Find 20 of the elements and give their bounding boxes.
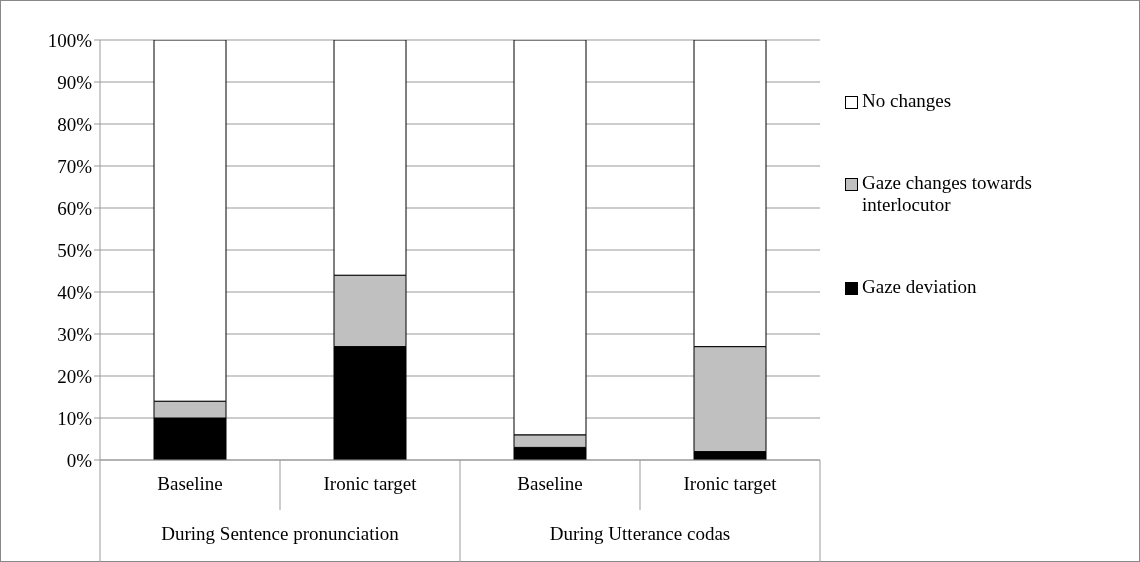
text: During Sentence pronunciation: [161, 523, 400, 544]
x-tick-label: Ironic target: [683, 473, 778, 494]
y-tick-label: 100%: [47, 29, 93, 51]
y-tick-label: 40%: [57, 281, 93, 303]
x-tick-label: Ironic target: [323, 473, 418, 494]
y-tick-label: 70%: [57, 155, 93, 177]
text: During Utterance codas: [549, 523, 731, 544]
y-tick-label: 20%: [57, 365, 93, 387]
y-tick-label: 80%: [57, 113, 93, 135]
legend-label: Gaze changes towards interlocutor: [862, 172, 1033, 216]
y-tick-label: 0%: [66, 449, 93, 471]
legend-label: Gaze deviation: [862, 276, 977, 298]
y-tick-label: 50%: [57, 239, 93, 261]
legend-label: No changes: [862, 90, 952, 112]
y-tick-label: 90%: [57, 71, 93, 93]
x-tick-label: Baseline: [517, 473, 583, 494]
y-tick-label: 10%: [57, 407, 93, 429]
y-tick-label: 30%: [57, 323, 93, 345]
x-tick-label: Baseline: [157, 473, 223, 494]
y-tick-label: 60%: [57, 197, 93, 219]
